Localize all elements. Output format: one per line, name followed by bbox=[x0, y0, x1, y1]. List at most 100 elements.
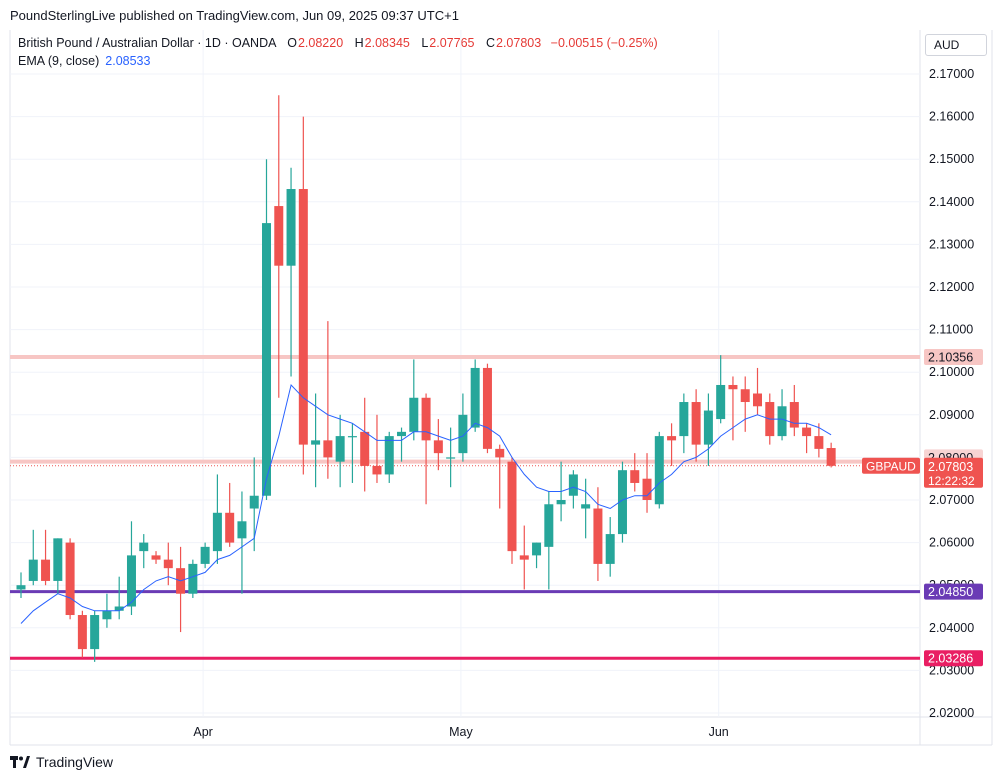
candle bbox=[593, 487, 603, 581]
candle bbox=[347, 423, 357, 483]
candle-body bbox=[728, 384, 738, 390]
candle-body bbox=[826, 448, 836, 466]
legend-high-value: 2.08345 bbox=[364, 36, 410, 50]
y-tick-label: 2.14000 bbox=[929, 195, 974, 209]
candle-body bbox=[581, 504, 591, 509]
candle-body bbox=[212, 512, 222, 552]
candle-body bbox=[384, 436, 394, 475]
y-tick-label: 2.12000 bbox=[929, 280, 974, 294]
candle-body bbox=[188, 563, 198, 594]
x-tick-label: Apr bbox=[193, 725, 212, 739]
candle bbox=[519, 525, 529, 590]
candle bbox=[605, 517, 615, 577]
candle-body bbox=[814, 436, 824, 449]
candle-body bbox=[446, 457, 456, 459]
candle-body bbox=[126, 555, 136, 607]
support-1-price-label-bg bbox=[924, 583, 983, 600]
candle bbox=[691, 389, 701, 462]
candle bbox=[151, 551, 161, 564]
y-tick-label: 2.16000 bbox=[929, 110, 974, 124]
candle-body bbox=[433, 440, 443, 454]
candle bbox=[225, 482, 235, 547]
candle-body bbox=[298, 189, 308, 445]
candle bbox=[237, 491, 247, 594]
brand-name: TradingView bbox=[36, 754, 114, 770]
candle bbox=[642, 453, 652, 513]
candle bbox=[703, 393, 713, 466]
candle bbox=[286, 167, 296, 377]
y-tick-label: 2.17000 bbox=[929, 67, 974, 81]
candle bbox=[482, 363, 492, 454]
candle bbox=[323, 321, 333, 479]
candle-body bbox=[740, 389, 750, 403]
candle-body bbox=[249, 495, 259, 509]
candle-body bbox=[593, 508, 603, 564]
candle bbox=[679, 393, 689, 454]
candle bbox=[789, 384, 799, 437]
candle bbox=[581, 478, 591, 539]
candle-body bbox=[347, 436, 357, 438]
candle-body bbox=[286, 189, 296, 266]
price-axis[interactable]: 2.17000 2.16000 2.15000 2.14000 2.13000 2.120… bbox=[929, 67, 974, 720]
y-tick-label: 2.13000 bbox=[929, 237, 974, 251]
candle bbox=[360, 397, 370, 492]
legend-low-label: L bbox=[421, 36, 429, 50]
support-1-price-label: 2.04850 bbox=[928, 585, 973, 599]
candle bbox=[77, 610, 87, 658]
candle-body bbox=[200, 546, 210, 564]
candle-body bbox=[642, 478, 652, 500]
legend-ohlc-row: British Pound / Australian Dollar · 1D ·… bbox=[18, 34, 658, 52]
candle-body bbox=[77, 615, 87, 650]
candle-body bbox=[568, 474, 578, 496]
candle-body bbox=[630, 470, 640, 483]
candle-body bbox=[28, 559, 38, 581]
legend-open-value: 2.08220 bbox=[297, 36, 344, 50]
legend-close-label: C bbox=[485, 36, 495, 50]
legend-instrument: British Pound / Australian Dollar · 1D ·… bbox=[18, 36, 276, 50]
candle-body bbox=[65, 542, 75, 616]
legend-close-value: 2.07803 bbox=[496, 36, 542, 50]
legend-low-value: 2.07765 bbox=[429, 36, 475, 50]
tradingview-brand[interactable]: TradingView bbox=[10, 754, 113, 770]
candle bbox=[212, 474, 222, 564]
price-labels: 2.103562.080002.048502.032862.0780312:22… bbox=[862, 349, 983, 667]
candle-body bbox=[753, 393, 762, 407]
candle bbox=[716, 355, 726, 424]
candle bbox=[90, 610, 100, 662]
candle bbox=[397, 427, 407, 462]
candle bbox=[384, 431, 394, 483]
symbol-tag-label: GBPAUD bbox=[866, 459, 916, 473]
candle-body bbox=[470, 367, 480, 428]
currency-selector[interactable]: AUD bbox=[925, 34, 987, 56]
candle bbox=[740, 376, 750, 432]
candle-body bbox=[507, 461, 517, 552]
time-axis[interactable]: Apr May Jun bbox=[193, 725, 728, 739]
candle bbox=[262, 159, 271, 500]
candle-body bbox=[458, 414, 468, 454]
candle bbox=[654, 431, 664, 509]
candle-body bbox=[53, 538, 63, 581]
candle-body bbox=[372, 465, 382, 475]
legend-change: −0.00515 (−0.25%) bbox=[550, 36, 658, 50]
candle bbox=[753, 367, 762, 415]
candle-body bbox=[703, 410, 713, 445]
y-tick-label: 2.03000 bbox=[929, 663, 974, 677]
resistance-price-label: 2.10356 bbox=[928, 351, 973, 365]
candle bbox=[114, 576, 124, 620]
resistance-price-label-bg bbox=[924, 349, 983, 366]
y-tick-label: 2.10000 bbox=[929, 365, 974, 379]
candle-body bbox=[617, 470, 627, 535]
candle bbox=[544, 491, 554, 590]
candle bbox=[826, 442, 836, 468]
candle bbox=[163, 542, 173, 586]
chart-legend: British Pound / Australian Dollar · 1D ·… bbox=[18, 34, 658, 70]
candle bbox=[630, 453, 640, 492]
tradingview-logo-icon bbox=[10, 756, 30, 768]
publisher-line: PoundSterlingLive published on TradingVi… bbox=[10, 8, 459, 23]
candle-body bbox=[789, 402, 799, 428]
y-tick-label: 2.09000 bbox=[929, 408, 974, 422]
candle bbox=[802, 423, 812, 454]
y-tick-label: 2.04000 bbox=[929, 621, 974, 635]
candle-body bbox=[335, 436, 345, 462]
